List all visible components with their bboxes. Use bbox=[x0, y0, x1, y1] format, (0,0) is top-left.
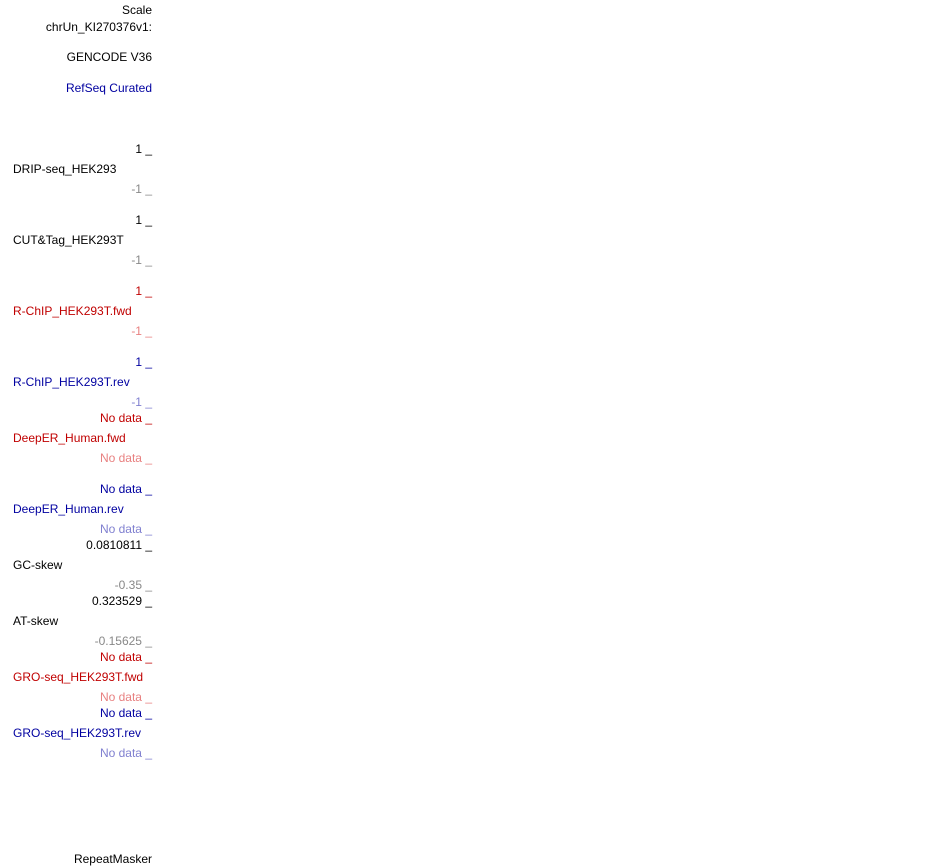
axis-max-label: 1 _ bbox=[135, 142, 152, 156]
track-label[interactable]: GC-skew bbox=[13, 558, 63, 572]
axis-min-label: -1 _ bbox=[131, 182, 152, 196]
axis-min-label: No data _ bbox=[99, 746, 152, 760]
track-label[interactable]: RefSeq Curated bbox=[65, 81, 152, 95]
track-label[interactable]: DeepER_Human.fwd bbox=[13, 431, 126, 445]
chrom-label: chrUn_KI270376v1: bbox=[45, 20, 152, 34]
axis-min-label: -1 _ bbox=[131, 253, 152, 267]
axis-max-label: 1 _ bbox=[135, 284, 152, 298]
axis-max-label: 0.0810811 _ bbox=[86, 538, 152, 552]
track-label[interactable]: RepeatMasker bbox=[73, 852, 152, 866]
axis-max-label: 0.323529 _ bbox=[91, 594, 152, 608]
track-label[interactable]: R-ChIP_HEK293T.rev bbox=[13, 375, 130, 389]
scale-label: Scale bbox=[121, 3, 152, 17]
track-label[interactable]: AT-skew bbox=[13, 614, 59, 628]
track-label[interactable]: R-ChIP_HEK293T.fwd bbox=[13, 304, 132, 318]
axis-max-label: No data _ bbox=[99, 482, 152, 496]
track-label[interactable]: GENCODE V36 bbox=[66, 50, 152, 64]
track-label[interactable]: DRIP-seq_HEK293 bbox=[13, 162, 117, 176]
axis-max-label: No data _ bbox=[99, 706, 152, 720]
axis-max-label: 1 _ bbox=[135, 213, 152, 227]
axis-max-label: No data _ bbox=[99, 650, 152, 664]
axis-min-label: -1 _ bbox=[131, 395, 152, 409]
axis-min-label: -0.15625 _ bbox=[94, 634, 152, 648]
axis-min-label: No data _ bbox=[99, 690, 152, 704]
track-label[interactable]: GRO-seq_HEK293T.fwd bbox=[13, 670, 144, 684]
track-label[interactable]: DeepER_Human.rev bbox=[13, 502, 124, 516]
axis-max-label: 1 _ bbox=[135, 355, 152, 369]
axis-min-label: No data _ bbox=[99, 522, 152, 536]
track-label[interactable]: CUT&Tag_HEK293T bbox=[13, 233, 124, 247]
axis-min-label: -1 _ bbox=[131, 324, 152, 338]
axis-max-label: No data _ bbox=[99, 411, 152, 425]
axis-min-label: No data _ bbox=[99, 451, 152, 465]
axis-min-label: -0.35 _ bbox=[114, 578, 152, 592]
track-label[interactable]: GRO-seq_HEK293T.rev bbox=[13, 726, 142, 740]
